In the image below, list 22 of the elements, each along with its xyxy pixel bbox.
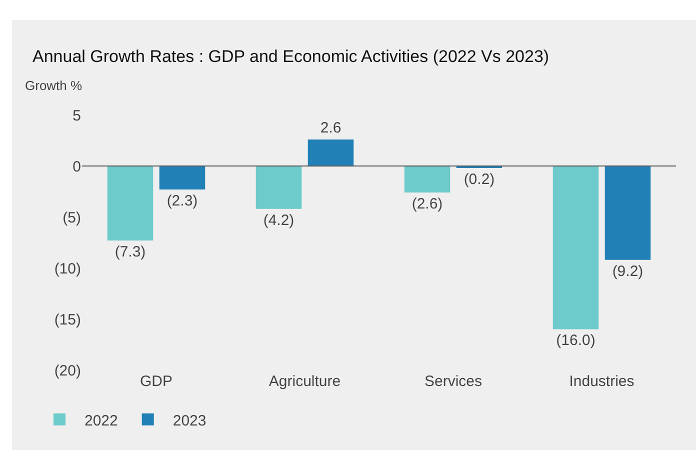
chart-title: Annual Growth Rates : GDP and Economic Activities (2022 Vs 2023) — [32, 47, 550, 66]
data-label: (4.2) — [263, 212, 294, 229]
y-tick-label: 5 — [72, 107, 81, 124]
data-label: 2.6 — [320, 119, 342, 136]
legend-label: 2023 — [172, 412, 206, 430]
data-label: (2.6) — [412, 196, 443, 213]
data-label: (0.2) — [464, 171, 495, 188]
y-tick-label: (20) — [54, 362, 81, 380]
y-tick-label: (15) — [54, 311, 81, 328]
y-axis-title: Growth % — [25, 78, 83, 93]
y-tick-label: (10) — [54, 260, 81, 278]
x-tick-label: Services — [424, 373, 482, 390]
legend-label: 2022 — [84, 412, 118, 430]
y-tick-label: (5) — [62, 209, 81, 226]
data-label: (7.3) — [114, 243, 146, 260]
x-tick-label: GDP — [140, 373, 173, 390]
x-tick-label: Industries — [569, 373, 634, 390]
data-label: (2.3) — [166, 192, 198, 210]
y-tick-label: 0 — [72, 158, 81, 176]
data-label: (16.0) — [556, 332, 596, 350]
x-tick-label: Agriculture — [268, 373, 341, 390]
data-label: (9.2) — [612, 262, 644, 280]
